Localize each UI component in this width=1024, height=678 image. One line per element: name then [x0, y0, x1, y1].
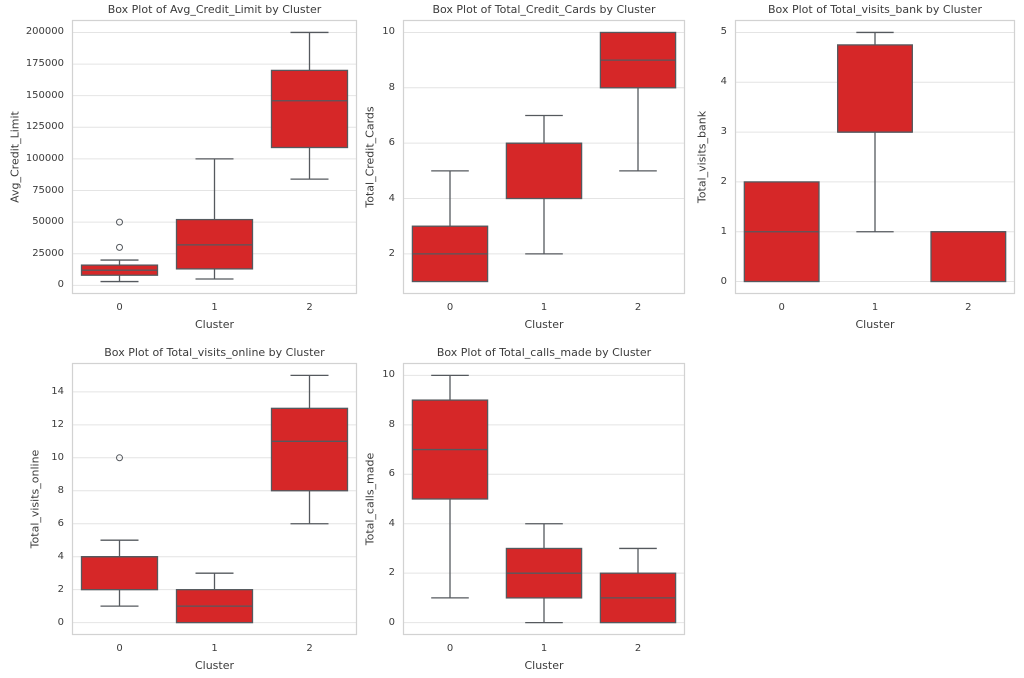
x-axis-label: Cluster	[524, 318, 564, 331]
y-tick-label: 175000	[25, 58, 64, 70]
box-cluster-1	[837, 44, 913, 133]
y-tick-label: 100000	[25, 152, 64, 164]
y-tick-label: 5	[720, 26, 727, 38]
x-tick-label: 1	[211, 302, 218, 313]
plot-spines	[71, 362, 358, 636]
y-tick-label: 125000	[25, 121, 64, 133]
y-tick-label: 4	[57, 550, 64, 562]
y-tick-label: 4	[720, 76, 727, 88]
y-tick-label: 0	[720, 275, 727, 287]
y-tick-label: 75000	[32, 184, 64, 196]
chart-title: Box Plot of Total_Credit_Cards by Cluste…	[432, 3, 656, 16]
y-tick-label: 2	[388, 567, 395, 579]
x-tick-label: 2	[965, 302, 972, 313]
x-tick-label: 2	[306, 643, 313, 654]
x-tick-label: 1	[540, 643, 548, 654]
x-tick-label: 0	[116, 643, 123, 654]
y-tick-label: 10	[382, 369, 395, 381]
y-tick-label: 150000	[25, 89, 64, 101]
chart-title: Box Plot of Avg_Credit_Limit by Cluster	[107, 3, 322, 16]
y-tick-label: 10	[51, 451, 64, 463]
y-tick-label: 25000	[32, 247, 64, 259]
y-tick-label: 4	[388, 192, 395, 204]
plot-area	[734, 19, 1016, 295]
y-tick-label: 8	[57, 484, 64, 496]
x-tick-label: 0	[446, 302, 454, 313]
x-tick-label: 2	[634, 643, 642, 654]
x-tick-label: 0	[116, 302, 123, 313]
x-tick-label: 2	[634, 302, 642, 313]
box-cluster-2	[930, 231, 1007, 283]
y-tick-label: 200000	[25, 26, 64, 38]
plot-spines	[734, 19, 1016, 295]
plot-area	[71, 19, 358, 295]
y-axis-label: Avg_Credit_Limit	[8, 111, 22, 203]
chart-title: Box Plot of Total_visits_online by Clust…	[104, 346, 325, 359]
y-tick-label: 2	[388, 247, 395, 259]
plot-spines	[402, 362, 686, 636]
y-tick-label: 14	[51, 385, 64, 397]
subplot-total-visits-online: Box Plot of Total_visits_online by Clust…	[29, 346, 358, 672]
y-axis-label: Total_visits_online	[28, 449, 42, 549]
y-tick-label: 8	[388, 81, 395, 93]
outlier-point	[116, 454, 123, 462]
x-axis-label: Cluster	[855, 318, 895, 331]
x-axis-label: Cluster	[524, 659, 564, 672]
x-tick-label: 1	[871, 302, 879, 313]
subplot-total-credit-cards: Box Plot of Total_Credit_Cards by Cluste…	[364, 3, 686, 331]
plot-spines	[71, 19, 358, 295]
box-cluster-2	[270, 407, 349, 492]
box-cluster-1	[505, 142, 583, 200]
x-axis-label: Cluster	[194, 318, 235, 331]
x-tick-label: 1	[211, 643, 218, 654]
x-tick-label: 0	[446, 643, 454, 654]
y-tick-label: 2	[720, 175, 727, 187]
y-tick-label: 12	[51, 418, 64, 430]
y-tick-label: 6	[57, 517, 64, 529]
y-axis-label: Total_Credit_Cards	[363, 106, 377, 208]
y-tick-label: 10	[382, 26, 395, 38]
box-cluster-0	[80, 556, 159, 591]
y-tick-label: 50000	[32, 216, 64, 228]
y-tick-label: 0	[57, 616, 64, 628]
x-tick-label: 0	[778, 302, 785, 313]
box-cluster-2	[270, 69, 349, 149]
y-tick-label: 3	[720, 126, 727, 138]
x-tick-label: 2	[306, 302, 313, 313]
plot-area	[71, 362, 358, 636]
chart-title: Box Plot of Total_visits_bank by Cluster	[768, 3, 982, 16]
subplot-total-visits-bank: Box Plot of Total_visits_bank by Cluster…	[696, 3, 1016, 331]
y-tick-label: 1	[720, 225, 727, 237]
plot-spines	[402, 19, 686, 295]
plot-area	[402, 19, 686, 295]
y-tick-label: 6	[388, 468, 395, 480]
x-axis-label: Cluster	[194, 659, 235, 672]
y-axis-label: Total_calls_made	[363, 452, 377, 546]
y-tick-label: 8	[388, 418, 395, 430]
chart-title: Box Plot of Total_calls_made by Cluster	[436, 346, 652, 359]
outlier-point	[116, 218, 123, 226]
subplot-total-calls-made: Box Plot of Total_calls_made by Cluster …	[364, 346, 686, 672]
plot-area	[402, 362, 686, 636]
y-tick-label: 0	[388, 616, 395, 628]
y-tick-label: 2	[57, 583, 64, 595]
y-axis-label: Total_visits_bank	[695, 110, 709, 204]
subplot-avg-credit-limit: Box Plot of Avg_Credit_Limit by Cluster …	[9, 3, 358, 331]
y-tick-label: 6	[388, 137, 395, 149]
y-tick-label: 0	[57, 279, 64, 291]
y-tick-label: 4	[388, 517, 395, 529]
outlier-point	[116, 243, 123, 251]
x-tick-label: 1	[540, 302, 548, 313]
